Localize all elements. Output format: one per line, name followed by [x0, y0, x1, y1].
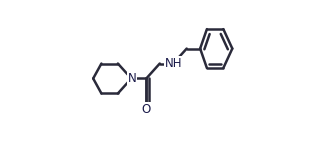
Text: NH: NH	[164, 57, 182, 70]
Text: O: O	[142, 103, 151, 116]
Text: N: N	[128, 72, 136, 85]
